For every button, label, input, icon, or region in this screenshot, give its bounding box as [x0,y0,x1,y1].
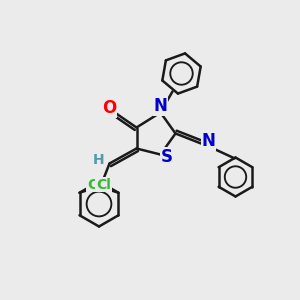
Text: N: N [154,97,167,115]
Text: Cl: Cl [96,178,111,192]
Text: H: H [92,153,104,167]
Text: S: S [161,148,173,166]
Text: Cl: Cl [87,178,102,192]
Text: O: O [102,99,117,117]
Text: N: N [202,132,215,150]
